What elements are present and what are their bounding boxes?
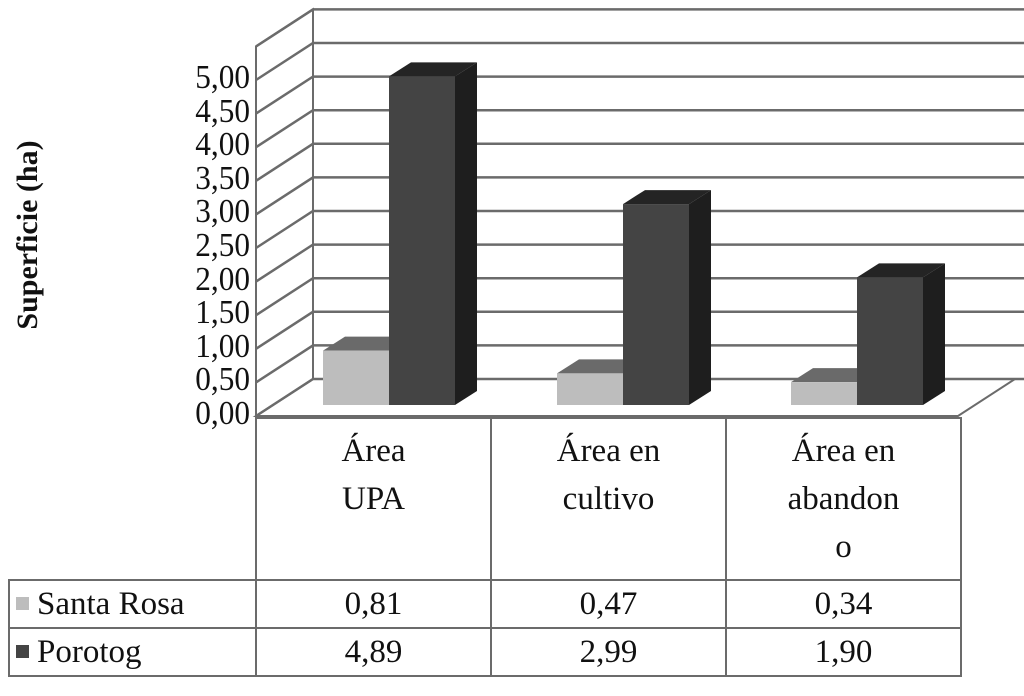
data-table-row-porotog: Porotog 4,89 2,99 1,90 [8, 627, 962, 677]
category-label: Área UPA [255, 417, 492, 581]
y-tick-label: 1,00 [195, 327, 250, 365]
data-cell: 4,89 [255, 627, 492, 677]
data-table-header-row: Área UPA Área en cultivo Área en abandon o [9, 417, 962, 581]
chart-bars [323, 62, 945, 405]
y-tick-label: 4,50 [195, 92, 250, 130]
bar-porotog-1 [623, 190, 711, 405]
y-tick-label: 2,00 [195, 260, 250, 298]
data-cell: 2,99 [490, 627, 727, 677]
y-tick-label: 3,00 [195, 193, 250, 231]
data-cell: 0,47 [490, 579, 727, 629]
category-label: Área en abandon o [725, 417, 962, 581]
y-tick-label: 0,50 [195, 361, 250, 399]
y-axis-title: Superficie (ha) [11, 140, 44, 330]
legend-entry-porotog: Porotog [8, 627, 257, 677]
data-cell: 0,34 [725, 579, 962, 629]
y-tick-label: 1,50 [195, 294, 250, 332]
data-table: Área UPA Área en cultivo Área en abandon o S… [8, 417, 962, 677]
data-table-row-santa-rosa: Santa Rosa 0,81 0,47 0,34 [8, 579, 962, 629]
legend-swatch-porotog [16, 644, 29, 658]
data-cell: 0,81 [255, 579, 492, 629]
category-label: Área en cultivo [490, 417, 727, 581]
bar-porotog-0 [389, 62, 477, 405]
y-tick-label: 4,00 [195, 126, 250, 164]
y-tick-label: 2,50 [195, 227, 250, 264]
y-tick-label: 3,50 [195, 159, 250, 197]
y-tick-label: 5,00 [195, 59, 250, 96]
chart-walls [252, 7, 1024, 418]
legend-entry-santa-rosa: Santa Rosa [8, 579, 257, 629]
bar-porotog-2 [857, 263, 945, 405]
data-cell: 1,90 [725, 627, 962, 677]
legend-swatch-santa-rosa [16, 596, 29, 610]
chart-plot-area [252, 7, 1024, 418]
